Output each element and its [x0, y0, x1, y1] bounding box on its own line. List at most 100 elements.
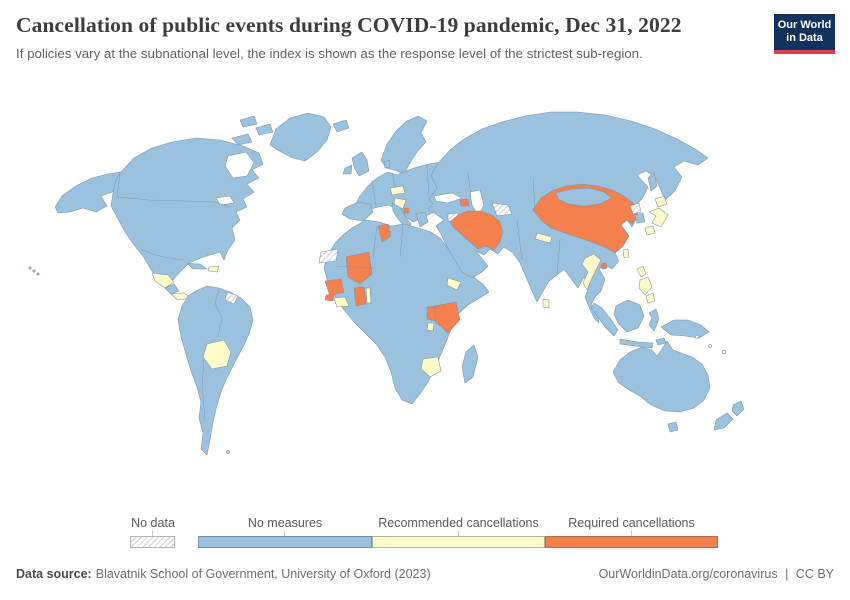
country-japan-honshu[interactable]: [648, 207, 669, 228]
country-papua-new-guinea[interactable]: [660, 319, 710, 339]
country-sri-lanka[interactable]: [542, 298, 550, 309]
legend-tick: [458, 531, 459, 536]
country-rwanda-burundi[interactable]: [426, 322, 435, 332]
country-madagascar[interactable]: [461, 344, 479, 384]
internal-borders: [116, 164, 561, 421]
country-laos-vietnam[interactable]: [581, 253, 602, 291]
country-greece[interactable]: [415, 211, 429, 228]
license-label: CC BY: [795, 567, 834, 581]
java-indonesia[interactable]: [619, 338, 654, 349]
caspian-sea: [469, 189, 485, 217]
country-turkmenistan[interactable]: [491, 202, 513, 217]
data-source: Data source: Blavatnik School of Governme…: [16, 567, 431, 581]
legend-swatch-no-data[interactable]: [130, 536, 175, 548]
country-montenegro[interactable]: [403, 207, 410, 214]
sakhalin[interactable]: [647, 171, 658, 192]
country-kenya[interactable]: [433, 301, 461, 334]
country-north-korea[interactable]: [629, 202, 642, 215]
country-nepal[interactable]: [534, 232, 553, 244]
borneo[interactable]: [613, 299, 645, 333]
country-philippines[interactable]: [636, 265, 647, 278]
country-taiwan[interactable]: [622, 248, 630, 259]
country-zimbabwe[interactable]: [420, 356, 442, 378]
country-philippines[interactable]: [645, 292, 656, 304]
arctic-island[interactable]: [231, 133, 253, 146]
legend-tick: [631, 531, 632, 536]
chart-subtitle: If policies vary at the subnational leve…: [16, 45, 643, 61]
new-zealand-south[interactable]: [713, 412, 734, 431]
legend-label-no-data: No data: [131, 516, 175, 530]
country-azerbaijan[interactable]: [459, 198, 470, 207]
region-south-america[interactable]: [177, 285, 254, 456]
owid-link[interactable]: OurWorldinData.org/coronavirus: [598, 567, 778, 581]
country-liberia[interactable]: [333, 296, 350, 308]
map-legend: No data No measures Recommended cancella…: [0, 516, 850, 550]
country-haiti-dominican-republic[interactable]: [207, 265, 220, 273]
country-mali[interactable]: [345, 251, 373, 285]
country-philippines[interactable]: [638, 276, 653, 296]
owid-logo-line1: Our World: [777, 19, 832, 31]
country-mongolia[interactable]: [555, 187, 613, 207]
data-source-label: Data source:: [16, 567, 92, 581]
black-sea: [433, 192, 463, 204]
legend-label-no-measures: No measures: [247, 516, 323, 530]
hudson-bay: [224, 151, 255, 179]
country-china[interactable]: [532, 183, 639, 254]
country-australia[interactable]: [612, 340, 711, 413]
legend-label-recommended: Recommended cancellations: [378, 516, 539, 530]
legend-tick: [284, 531, 285, 536]
country-tunisia[interactable]: [377, 223, 392, 243]
country-guyana-suriname[interactable]: [224, 291, 239, 305]
country-iceland[interactable]: [332, 119, 350, 133]
new-zealand-north[interactable]: [731, 400, 745, 417]
country-japan-hokkaido[interactable]: [654, 195, 668, 208]
country-nicaragua[interactable]: [164, 283, 180, 295]
region-iberia[interactable]: [341, 201, 374, 222]
chart-footer: Data source: Blavatnik School of Governme…: [16, 567, 834, 581]
region-scandinavia[interactable]: [380, 115, 428, 175]
country-ireland[interactable]: [342, 164, 353, 175]
hawaii[interactable]: [28, 266, 32, 270]
country-greenland[interactable]: [269, 112, 332, 162]
country-croatia-bosnia[interactable]: [393, 197, 407, 210]
country-guatemala-honduras[interactable]: [151, 272, 175, 289]
country-togo[interactable]: [365, 287, 372, 304]
falkland-islands[interactable]: [226, 450, 230, 454]
country-eritrea-djibouti[interactable]: [446, 277, 462, 291]
country-vanuatu[interactable]: [708, 344, 712, 348]
country-iraq-iran[interactable]: [449, 210, 504, 251]
country-south-korea[interactable]: [634, 212, 646, 224]
country-cuba[interactable]: [186, 262, 208, 270]
hawaii[interactable]: [32, 269, 36, 273]
country-solomon-islands[interactable]: [695, 335, 699, 339]
arctic-island[interactable]: [239, 115, 258, 128]
country-united-kingdom[interactable]: [351, 151, 370, 177]
tasmania[interactable]: [667, 421, 679, 433]
country-denmark[interactable]: [383, 159, 391, 169]
chart-header: Cancellation of public events during COV…: [16, 12, 756, 62]
country-sierra-leone[interactable]: [324, 293, 335, 302]
data-source-text: Blavatnik School of Government, Universi…: [95, 567, 431, 581]
hawaii[interactable]: [36, 272, 40, 276]
legend-swatch-no-measures[interactable]: [198, 536, 372, 548]
country-alaska-us[interactable]: [54, 171, 122, 214]
country-austria[interactable]: [389, 185, 406, 196]
country-western-sahara[interactable]: [318, 248, 339, 264]
country-bolivia[interactable]: [202, 339, 232, 370]
country-japan-kyushu[interactable]: [644, 225, 656, 236]
country-canada-usa-mexico[interactable]: [110, 137, 264, 288]
sulawesi-indonesia[interactable]: [648, 308, 660, 332]
country-guinea[interactable]: [324, 278, 345, 297]
legend-swatch-recommended[interactable]: [372, 536, 545, 548]
timor[interactable]: [655, 337, 667, 346]
sumatra-indonesia[interactable]: [590, 302, 619, 337]
countries[interactable]: [28, 111, 745, 456]
legend-swatch-required[interactable]: [545, 536, 718, 548]
hainan-china[interactable]: [600, 262, 608, 270]
owid-logo[interactable]: Our World in Data: [774, 14, 835, 54]
country-ghana[interactable]: [353, 286, 367, 307]
arctic-island[interactable]: [255, 123, 274, 136]
country-fiji[interactable]: [721, 349, 727, 355]
footer-right: OurWorldinData.org/coronavirus | CC BY: [595, 567, 834, 581]
